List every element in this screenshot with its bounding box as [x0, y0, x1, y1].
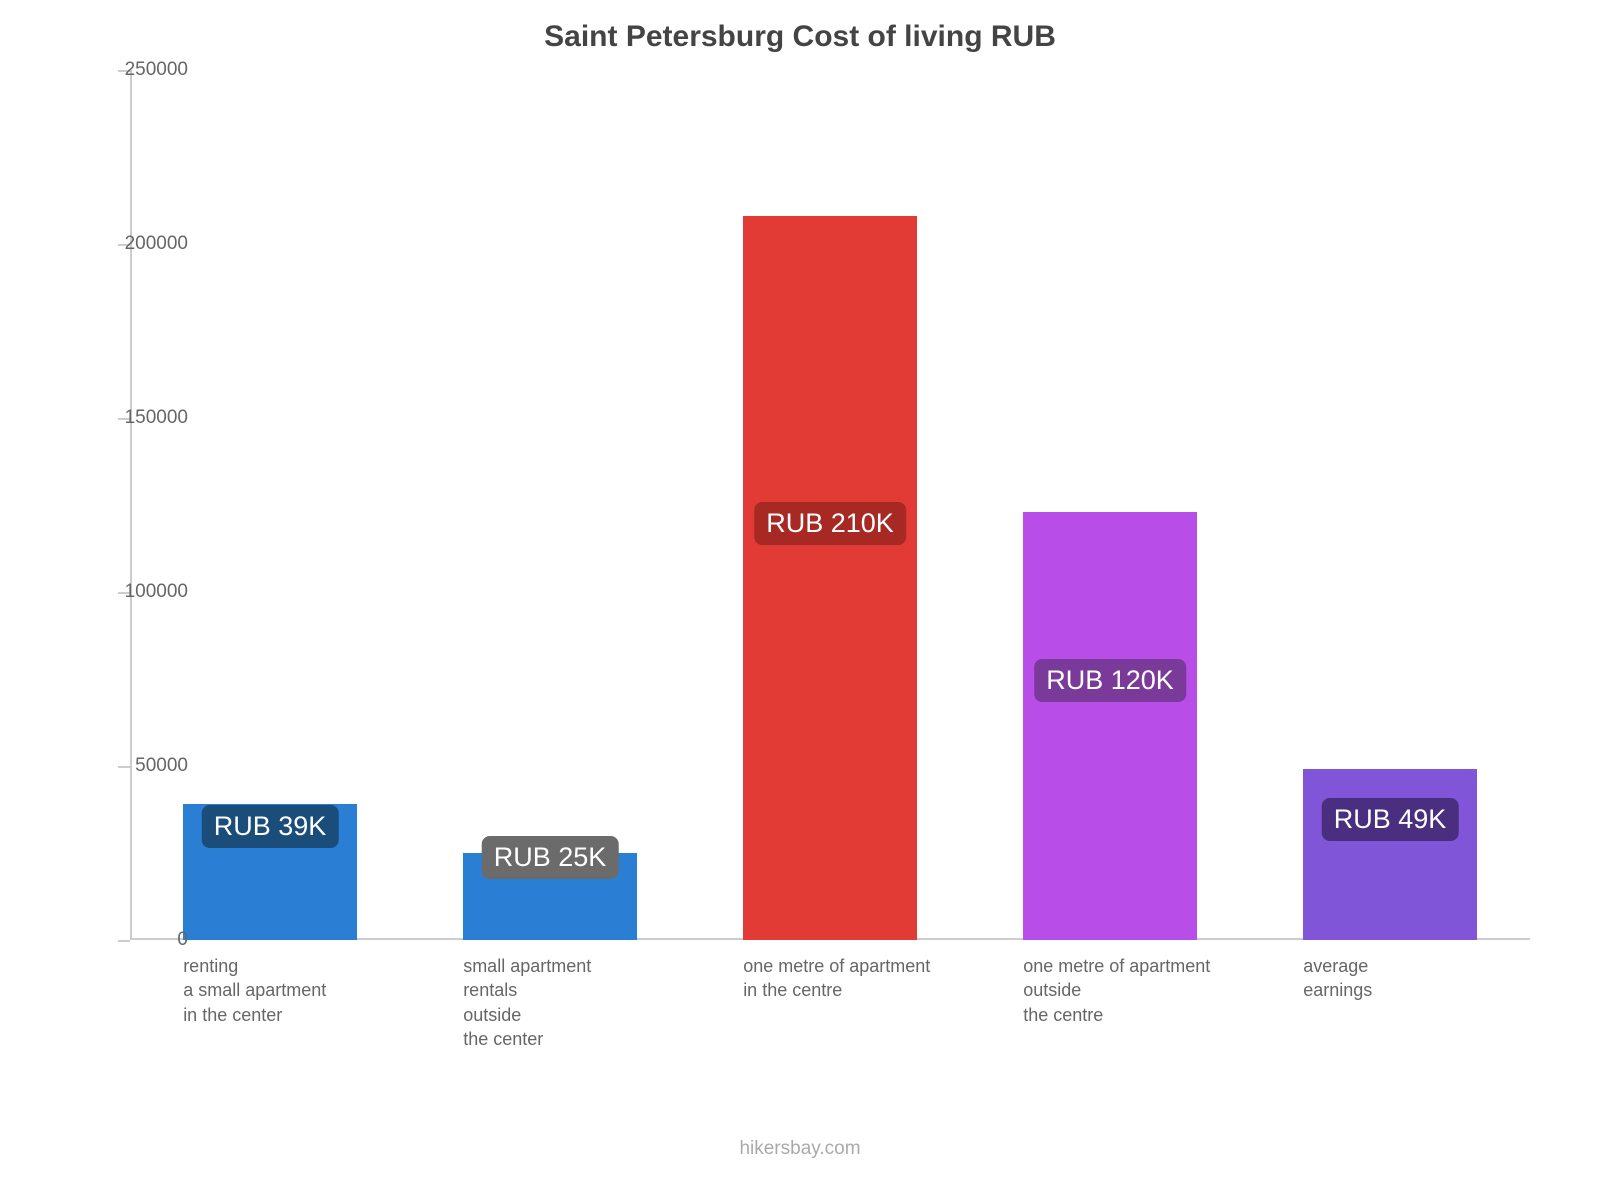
chart-title: Saint Petersburg Cost of living RUB	[0, 20, 1600, 54]
bar-sqm-center	[743, 216, 917, 940]
bar-avg-earnings	[1303, 769, 1477, 940]
y-tick-label: 200000	[125, 233, 188, 255]
plot-area: RUB 39K RUB 25K RUB 210K RUB 120K RUB 49K	[130, 70, 1530, 940]
bar-sqm-outside	[1023, 512, 1197, 940]
bar-value-avg-earnings: RUB 49K	[1322, 798, 1459, 841]
x-label-sqm-outside: one metre of apartment outside the centr…	[1023, 954, 1237, 1027]
bar-value-sqm-center: RUB 210K	[754, 502, 906, 545]
y-tick	[118, 766, 130, 768]
y-tick-label: 250000	[125, 59, 188, 81]
cost-of-living-chart: Saint Petersburg Cost of living RUB RUB …	[0, 0, 1600, 1200]
x-label-sqm-center: one metre of apartment in the centre	[743, 954, 957, 1003]
y-tick-label: 0	[177, 929, 188, 951]
bar-value-sqm-outside: RUB 120K	[1034, 659, 1186, 702]
y-tick-label: 150000	[125, 407, 188, 429]
x-label-avg-earnings: average earnings	[1303, 954, 1517, 1003]
y-tick-label: 50000	[135, 755, 188, 777]
x-label-rent-outside: small apartment rentals outside the cent…	[463, 954, 677, 1051]
footer-credit: hikersbay.com	[0, 1138, 1600, 1160]
bar-value-rent-center: RUB 39K	[202, 805, 339, 848]
y-tick-label: 100000	[125, 581, 188, 603]
bar-value-rent-outside: RUB 25K	[482, 836, 619, 879]
y-tick	[118, 940, 130, 942]
y-axis	[130, 70, 132, 940]
x-label-rent-center: renting a small apartment in the center	[183, 954, 397, 1027]
